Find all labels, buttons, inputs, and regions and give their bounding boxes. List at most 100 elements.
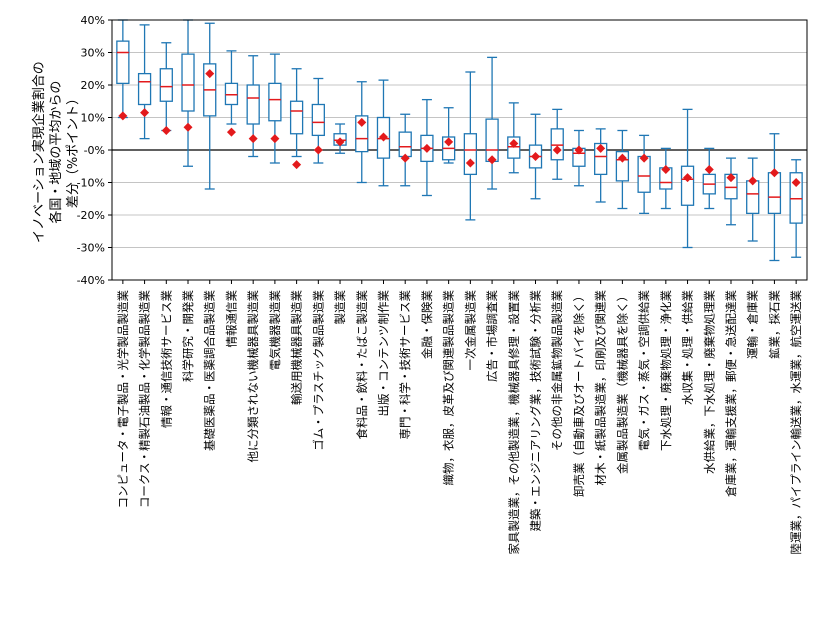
diamond-marker — [226, 127, 236, 137]
box-item — [702, 147, 716, 210]
x-tick-label: コークス・精製石油製品・化学製品製造業 — [138, 290, 152, 509]
box-item — [572, 129, 586, 187]
iqr-box — [116, 40, 130, 85]
y-axis-label: イノベーション実現企業割合の 各国・地域の平均からの 差分（%ポイント） — [31, 57, 81, 243]
x-tick-label: 運輸・倉庫業 — [746, 290, 760, 359]
iqr-box — [181, 53, 195, 112]
y-axis-label-line: 各国・地域の平均からの — [48, 81, 64, 224]
box-item — [615, 129, 630, 210]
y-tick-label: -0% — [84, 144, 105, 157]
x-tick-label: 輸送用機械器具製造業 — [290, 290, 304, 405]
box-series — [116, 19, 803, 262]
diamond-marker — [639, 153, 649, 163]
iqr-box — [268, 82, 282, 122]
x-axis-category-labels: コンピュータ・電子製品・光学製品製造業 コークス・精製石油製品・化学製品製造業 情報… — [116, 280, 803, 555]
y-tick-label: 30% — [81, 47, 105, 60]
diamond-marker — [531, 152, 541, 161]
diamond-marker — [661, 165, 671, 174]
x-tick-label: 食料品・飲料・たばこ製造業 — [355, 290, 369, 440]
x-tick-label: 家具製造業，その他製造業，機械器具修理・設置業 — [507, 290, 521, 555]
iqr-box — [311, 103, 325, 137]
x-tick-label: 陸運業，パイプライン輸送業，水運業，航空運送業 — [789, 290, 803, 555]
box-item — [550, 108, 564, 180]
iqr-box — [463, 133, 478, 176]
box-item — [181, 19, 195, 167]
diamond-marker — [270, 134, 280, 144]
y-tick-label: -20% — [77, 209, 105, 222]
x-tick-label: 情報・通信技術サービス業 — [159, 290, 173, 428]
y-tick-label: 40% — [81, 14, 105, 27]
iqr-box — [159, 68, 173, 102]
box-item — [789, 159, 803, 258]
x-tick-label: 水供給業，下水処理・廃棄物処理業 — [702, 290, 716, 474]
box-item — [289, 68, 304, 158]
diamond-marker — [205, 69, 215, 79]
y-tick-label: 10% — [81, 112, 105, 125]
box-item — [659, 147, 673, 210]
box-item — [268, 53, 282, 164]
diamond-marker — [596, 143, 606, 153]
iqr-box — [485, 118, 499, 163]
diamond-marker — [704, 165, 714, 174]
x-tick-label: 下水処理・廃棄物処理・浄化業 — [659, 290, 673, 451]
box-item — [203, 22, 217, 190]
x-tick-label: 電気・ガス・蒸気・空調供給業 — [637, 290, 651, 451]
diamond-marker — [444, 137, 454, 147]
box-item — [398, 113, 412, 187]
y-tick-label: 20% — [81, 79, 105, 92]
iqr-box — [224, 82, 239, 106]
box-item — [507, 102, 521, 174]
x-tick-label: 情報通信業 — [224, 290, 238, 348]
x-tick-label: 金融・保険業 — [420, 290, 434, 359]
iqr-box — [398, 131, 412, 158]
diamond-marker — [118, 111, 128, 121]
x-tick-label: 電気機器製造業 — [268, 290, 282, 371]
box-item — [311, 77, 325, 164]
box-item — [637, 134, 651, 215]
diamond-marker — [248, 134, 258, 144]
box-item — [116, 19, 130, 119]
x-tick-label: 専門・科学・技術サービス業 — [398, 290, 412, 440]
diamond-marker — [422, 143, 432, 153]
x-tick-label: その他の非金属鉱物製品製造業 — [550, 290, 564, 451]
y-axis-label-line: イノベーション実現企業割合の — [31, 61, 47, 243]
diamond-marker — [183, 122, 193, 132]
diamond-marker — [378, 132, 388, 142]
diamond-marker — [726, 173, 736, 183]
diamond-marker — [313, 145, 323, 155]
iqr-box — [746, 180, 760, 215]
iqr-box — [137, 72, 152, 106]
x-tick-label: 金属製品製造業（機械器具を除く） — [615, 290, 629, 474]
box-item — [441, 107, 456, 164]
diamond-marker — [161, 126, 171, 135]
x-tick-label: 卸売業（自動車及びオートバイを除く） — [572, 290, 586, 497]
x-tick-label: 鉱業，採石業 — [767, 290, 781, 359]
iqr-box — [680, 165, 695, 206]
diamond-marker — [400, 153, 410, 163]
iqr-box — [246, 84, 260, 125]
diamond-marker — [683, 173, 693, 183]
x-tick-label: 科学研究・開発業 — [181, 290, 195, 382]
y-axis-ticks: -40% -30% -20% -10% -0% 10% 20% 30% 40% — [77, 14, 112, 287]
plot-frame — [111, 19, 808, 281]
x-tick-label: 製造業 — [333, 290, 347, 325]
box-item — [767, 133, 782, 262]
marker-series — [118, 69, 801, 187]
y-tick-label: -10% — [77, 177, 105, 190]
box-item — [680, 108, 695, 249]
diamond-marker — [748, 176, 758, 186]
box-item — [746, 157, 760, 242]
diamond-marker — [791, 178, 801, 187]
diamond-marker — [769, 168, 779, 178]
iqr-box — [550, 128, 564, 161]
x-tick-label: 建築・エンジニアリング業，技術試験・分析業 — [529, 290, 543, 532]
diamond-marker — [465, 158, 475, 168]
x-tick-label: 出版・コンテンツ制作業 — [376, 290, 390, 417]
box-item — [246, 55, 260, 158]
diamond-marker — [617, 153, 627, 163]
x-tick-label: 広告・市場調査業 — [485, 290, 499, 382]
diamond-marker — [487, 155, 497, 165]
diamond-marker — [292, 160, 302, 170]
diamond-marker — [552, 145, 562, 155]
